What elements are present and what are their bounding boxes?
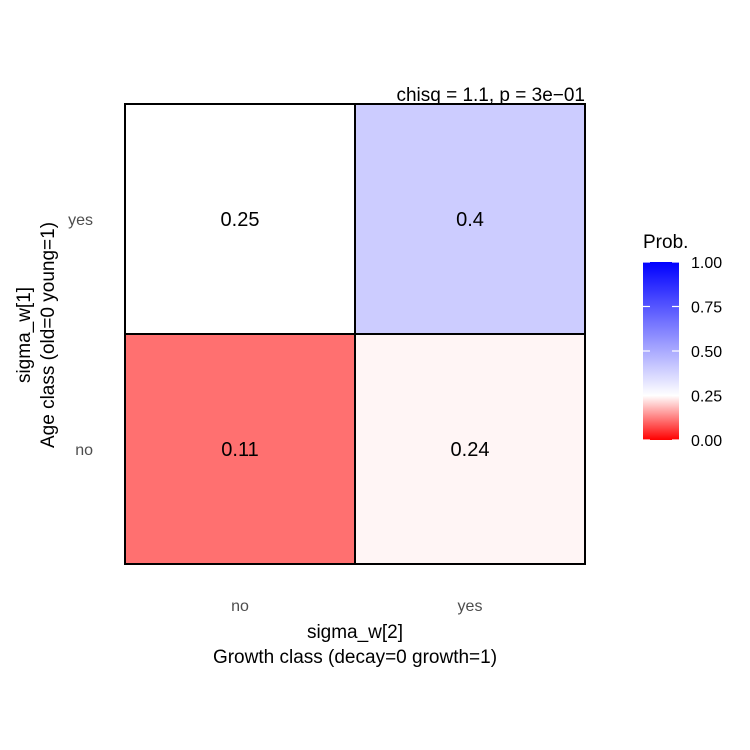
y-axis-ticks: no yes — [68, 212, 93, 459]
heatmap-cell-no-no — [124, 333, 356, 565]
x-axis-ticks: no yes — [231, 598, 482, 615]
y-tick-label-yes: yes — [68, 212, 93, 229]
chi-square-annotation: chisq = 1.1, p = 3e−01 — [396, 85, 585, 106]
legend-title: Prob. — [643, 232, 688, 253]
y-axis-title-line1: sigma_w[1] — [14, 287, 35, 383]
cell-value-label-yes-no: 0.24 — [451, 439, 490, 461]
y-tick-label-no: no — [75, 442, 93, 459]
legend-tick-label-4: 1.00 — [691, 255, 722, 272]
legend-tick-label-3: 0.75 — [691, 300, 722, 317]
x-axis-title-line1: sigma_w[2] — [307, 622, 403, 643]
legend-ticks: 0.00 0.25 0.50 0.75 1.00 — [643, 255, 722, 450]
color-legend: Prob. 0.00 0.25 0.50 0.75 1.00 — [643, 232, 722, 450]
legend-tick-label-0: 0.00 — [691, 433, 722, 450]
heatmap-cell-yes-yes — [354, 103, 586, 335]
legend-tick-label-2: 0.50 — [691, 344, 722, 361]
heatmap-cell-yes-no — [354, 333, 586, 565]
cell-value-label-no-no: 0.11 — [221, 439, 258, 461]
x-tick-label-no: no — [231, 598, 249, 615]
heatmap-cells: 0.25 0.4 0.11 0.24 — [124, 103, 586, 565]
x-tick-label-yes: yes — [458, 598, 483, 615]
cell-value-label-yes-yes: 0.4 — [456, 209, 484, 231]
heatmap-cell-no-yes — [124, 103, 356, 335]
x-axis-title-line2: Growth class (decay=0 growth=1) — [213, 647, 497, 668]
y-axis-title-line2: Age class (old=0 young=1) — [38, 222, 59, 448]
legend-tick-label-1: 0.25 — [691, 389, 722, 406]
cell-value-label-no-yes: 0.25 — [221, 209, 260, 231]
